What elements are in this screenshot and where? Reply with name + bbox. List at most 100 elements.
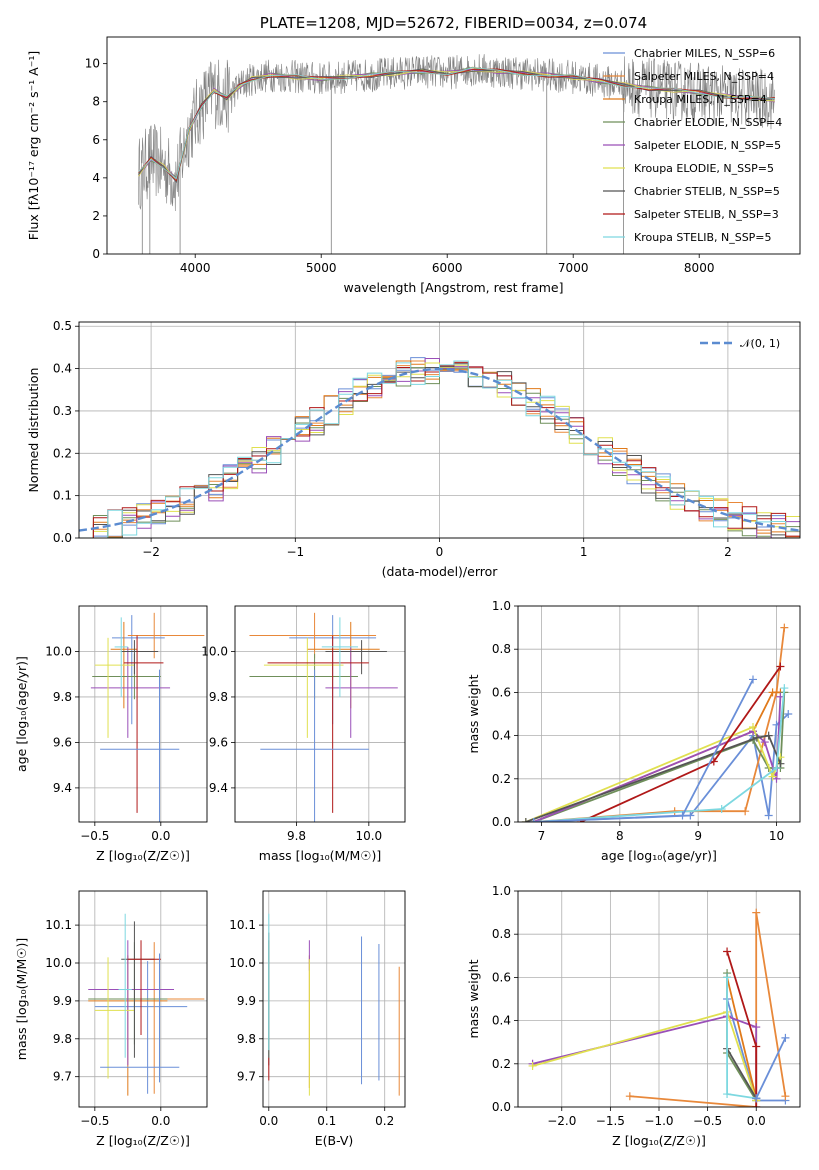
y-tick-label-2: 0.2 bbox=[53, 446, 72, 460]
y-tick-label-0: 0 bbox=[92, 247, 100, 261]
y-tick-label-1: 0.1 bbox=[53, 489, 72, 503]
y-tick-label-2: 9.8 bbox=[53, 690, 72, 704]
weight-line-1 bbox=[533, 627, 786, 822]
y-tick-label-2: 9.9 bbox=[53, 994, 72, 1008]
y-tick-label-1: 2 bbox=[92, 209, 100, 223]
weight-marker-9-1 bbox=[678, 811, 687, 820]
axes-frame bbox=[517, 605, 801, 823]
weight-marker-1-2 bbox=[741, 807, 750, 816]
weight-marker-8-2 bbox=[772, 764, 781, 772]
normal-curve bbox=[79, 367, 800, 532]
x-tick-label-3: −0.5 bbox=[693, 1114, 722, 1128]
y-tick-label-3: 10.0 bbox=[45, 956, 72, 970]
weight-marker-1-4 bbox=[780, 623, 789, 632]
hist-series-4 bbox=[79, 358, 800, 538]
y-tick-label-5: 1.0 bbox=[492, 884, 511, 898]
x-tick-label-2: −1.0 bbox=[644, 1114, 673, 1128]
panel-massweight-vs-age: 7 8 9 10 0.0 0.2 0.4 0.6 0.8 1.0 age [log₁₀(age/yr… bbox=[466, 599, 801, 863]
weight-line-5 bbox=[532, 1010, 758, 1101]
x-tick-label-3: 10 bbox=[769, 829, 784, 843]
legend-label-6: Chabrier STELIB, N_SSP=5 bbox=[634, 185, 780, 198]
y-tick-label-0: 0.0 bbox=[492, 815, 511, 829]
y-tick-label-3: 10.0 bbox=[45, 644, 72, 658]
y-tick-label-1: 9.6 bbox=[209, 735, 228, 749]
weight-line-7 bbox=[580, 665, 782, 822]
y-axis-label: mass [log₁₀(M/M☉)] bbox=[14, 938, 29, 1060]
y-tick-label-0: 9.4 bbox=[53, 781, 72, 795]
plot-area bbox=[528, 908, 790, 1107]
x-tick-label-2: 0 bbox=[436, 545, 444, 559]
weight-marker-5-2 bbox=[768, 772, 777, 781]
weight-marker-9-0 bbox=[529, 818, 538, 822]
y-tick-label-4: 0.8 bbox=[492, 927, 511, 941]
axes-frame bbox=[78, 605, 208, 823]
weight-marker-2-2 bbox=[768, 688, 777, 697]
y-axis-label: Flux [fλ10⁻¹⁷ erg cm⁻² s⁻¹ A⁻¹] bbox=[26, 51, 41, 240]
weight-line-6 bbox=[525, 734, 782, 822]
weight-marker-8-0 bbox=[723, 973, 732, 982]
weight-marker-5-0 bbox=[528, 1061, 537, 1070]
y-tick-label-2: 9.9 bbox=[237, 994, 256, 1008]
x-axis-label: (data-model)/error bbox=[382, 564, 499, 579]
y-tick-label-2: 4 bbox=[92, 171, 100, 185]
hist-series-8 bbox=[79, 360, 800, 538]
y-tick-label-0: 9.4 bbox=[209, 781, 228, 795]
x-tick-label-1: −1 bbox=[286, 545, 304, 559]
axes-frame bbox=[234, 605, 406, 823]
weight-marker-1-2 bbox=[752, 908, 761, 917]
weight-marker-0-3 bbox=[764, 811, 773, 820]
y-axis-label: mass weight bbox=[466, 959, 481, 1038]
x-tick-label-1: 0.0 bbox=[151, 829, 170, 843]
legend-label-3: Chabrier ELODIE, N_SSP=4 bbox=[634, 116, 782, 129]
plot-area bbox=[138, 54, 775, 254]
y-tick-label-4: 10.1 bbox=[45, 918, 72, 932]
y-tick-label-5: 0.5 bbox=[53, 319, 72, 333]
plot-area bbox=[268, 913, 400, 1096]
y-tick-label-4: 10.1 bbox=[229, 918, 256, 932]
weight-marker-9-1 bbox=[781, 1033, 790, 1042]
legend-label-0: Chabrier MILES, N_SSP=6 bbox=[634, 47, 775, 60]
weight-marker-8-3 bbox=[780, 684, 789, 693]
y-tick-label-3: 10.0 bbox=[229, 956, 256, 970]
x-tick-label-1: 0.0 bbox=[151, 1114, 170, 1128]
weight-marker-6-2 bbox=[764, 731, 773, 740]
weight-marker-6-1 bbox=[752, 733, 761, 742]
weight-marker-7-2 bbox=[752, 1103, 761, 1107]
weight-line-9 bbox=[755, 1037, 787, 1099]
y-tick-label-3: 0.6 bbox=[492, 970, 511, 984]
weight-marker-8-1 bbox=[723, 1090, 732, 1099]
x-axis-label: wavelength [Angstrom, rest frame] bbox=[343, 280, 563, 295]
y-tick-label-1: 9.6 bbox=[53, 735, 72, 749]
x-tick-label-3: 1 bbox=[580, 545, 588, 559]
x-axis-label: mass [log₁₀(M/M☉)] bbox=[259, 848, 381, 863]
x-tick-label-1: 8 bbox=[616, 829, 624, 843]
x-tick-label-0: −0.5 bbox=[80, 1114, 109, 1128]
plot-area bbox=[521, 623, 793, 822]
plot-area bbox=[88, 913, 205, 1096]
x-axis-label: E(B-V) bbox=[315, 1133, 354, 1148]
weight-marker-5-1 bbox=[749, 722, 757, 731]
y-tick-label-4: 8 bbox=[92, 95, 100, 109]
y-tick-label-3: 6 bbox=[92, 133, 100, 147]
y-axis-label: Normed distribution bbox=[26, 368, 41, 493]
legend-label-2: Kroupa MILES, N_SSP=4 bbox=[634, 93, 767, 106]
y-tick-label-0: 9.7 bbox=[53, 1070, 72, 1084]
axes-frame bbox=[262, 890, 406, 1108]
weight-line-1 bbox=[629, 912, 787, 1107]
legend-label-4: Salpeter ELODIE, N_SSP=5 bbox=[634, 139, 781, 152]
x-tick-label-0: 4000 bbox=[180, 261, 211, 275]
x-axis-label: age [log₁₀(age/yr)] bbox=[601, 848, 717, 863]
plot-area bbox=[249, 612, 398, 822]
x-tick-label-4: 8000 bbox=[684, 261, 715, 275]
legend-label-7: Salpeter STELIB, N_SSP=3 bbox=[634, 208, 779, 221]
weight-marker-9-2 bbox=[749, 675, 757, 684]
y-tick-label-3: 0.3 bbox=[53, 404, 72, 418]
panel-mass-vs-Z: −0.5 0.0 9.7 9.8 9.9 10.0 10.1 Z [log₁₀(Z/Z☉)] m… bbox=[14, 890, 208, 1148]
x-tick-label-2: 0.2 bbox=[375, 1114, 394, 1128]
axes-frame bbox=[78, 890, 208, 1108]
panel-residuals: 𝒩(0, 1) −2 −1 0 1 2 0.0 0.1 0.2 0.3 0.4 0.5 (data-mo… bbox=[26, 319, 801, 579]
x-tick-label-0: −2 bbox=[142, 545, 160, 559]
x-axis-label: Z [log₁₀(Z/Z☉)] bbox=[612, 1133, 706, 1148]
y-tick-label-2: 0.4 bbox=[492, 1014, 511, 1028]
model-line-8 bbox=[138, 67, 775, 180]
